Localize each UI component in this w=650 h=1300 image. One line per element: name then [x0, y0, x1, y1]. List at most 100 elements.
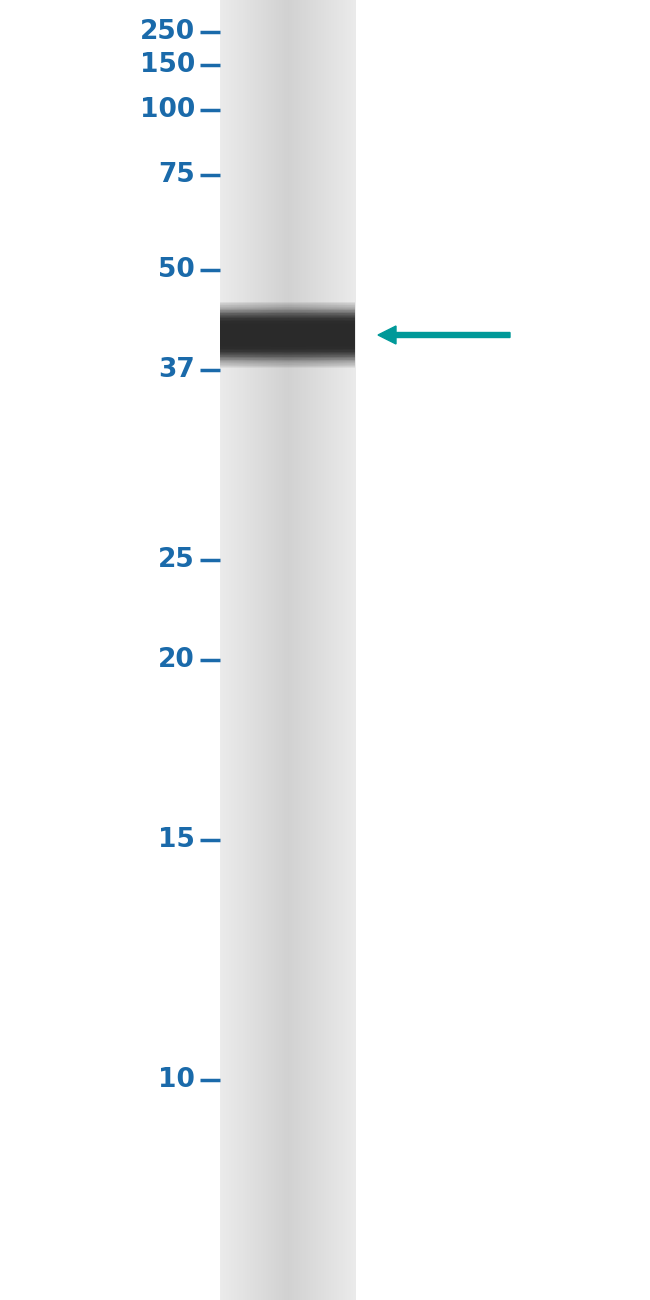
Bar — [220, 356, 355, 359]
Bar — [220, 358, 355, 359]
Bar — [220, 311, 355, 313]
Bar — [220, 355, 355, 356]
Bar — [220, 325, 355, 328]
Bar — [220, 326, 355, 328]
Bar — [220, 321, 355, 322]
Bar — [220, 302, 355, 304]
Bar — [252, 0, 253, 1300]
Bar — [220, 351, 355, 354]
Bar — [220, 351, 355, 352]
Bar — [220, 346, 355, 347]
Bar — [304, 0, 306, 1300]
Bar — [220, 335, 355, 337]
Bar — [220, 339, 355, 342]
Bar — [220, 359, 355, 361]
Bar — [220, 360, 355, 363]
Bar — [261, 0, 263, 1300]
Bar — [220, 333, 355, 335]
Bar — [220, 347, 355, 350]
Bar — [220, 351, 355, 352]
Bar — [254, 0, 255, 1300]
Bar — [220, 307, 355, 309]
Bar — [329, 0, 331, 1300]
Bar — [220, 363, 355, 365]
Bar — [220, 315, 355, 317]
Bar — [220, 306, 355, 308]
Bar — [220, 342, 355, 345]
Bar — [220, 330, 355, 333]
Bar — [220, 318, 355, 321]
Bar — [228, 0, 229, 1300]
Bar — [221, 0, 223, 1300]
Bar — [220, 325, 355, 326]
Bar — [220, 363, 355, 364]
Bar — [282, 0, 283, 1300]
Bar — [220, 343, 355, 346]
Bar — [220, 354, 355, 356]
Bar — [220, 306, 355, 307]
Bar — [220, 359, 355, 360]
Bar — [220, 328, 355, 330]
Bar — [220, 304, 355, 306]
Bar — [220, 332, 355, 334]
Bar — [220, 350, 355, 351]
Bar — [220, 339, 355, 342]
Bar — [220, 318, 355, 321]
Bar — [220, 348, 355, 351]
Bar — [226, 0, 227, 1300]
Bar — [220, 316, 355, 317]
Bar — [220, 317, 355, 320]
Bar — [220, 344, 355, 346]
Bar — [220, 315, 355, 316]
Bar — [220, 303, 355, 306]
Bar — [220, 363, 355, 365]
Bar — [220, 352, 355, 354]
Bar — [220, 313, 355, 316]
Bar — [220, 317, 355, 320]
Bar — [220, 303, 355, 304]
Bar — [220, 348, 355, 350]
Bar — [220, 364, 355, 365]
Bar — [220, 322, 355, 324]
Bar — [263, 0, 265, 1300]
Bar — [337, 0, 339, 1300]
Bar — [220, 361, 355, 363]
Bar — [220, 360, 355, 361]
Bar — [220, 303, 355, 306]
Bar — [220, 332, 355, 334]
Bar — [220, 324, 355, 326]
Bar — [220, 354, 355, 356]
Bar — [220, 364, 355, 367]
Bar — [220, 332, 355, 334]
Text: 15: 15 — [158, 827, 195, 853]
Bar — [220, 344, 355, 347]
Bar — [220, 315, 355, 317]
Bar — [220, 348, 355, 350]
Bar — [220, 339, 355, 341]
Text: 10: 10 — [158, 1067, 195, 1093]
Bar — [220, 338, 355, 341]
Bar — [338, 0, 340, 1300]
Bar — [220, 306, 355, 307]
Bar — [284, 0, 286, 1300]
Bar — [220, 338, 355, 339]
Bar — [255, 0, 257, 1300]
Bar — [220, 312, 355, 313]
Bar — [220, 321, 355, 322]
Bar — [220, 343, 355, 344]
Bar — [294, 0, 296, 1300]
Text: 50: 50 — [158, 257, 195, 283]
Bar — [220, 365, 355, 368]
Bar — [275, 0, 277, 1300]
Bar — [220, 343, 355, 344]
Bar — [220, 356, 355, 358]
Bar — [220, 347, 355, 348]
Bar — [220, 359, 355, 360]
Bar — [220, 328, 355, 330]
Bar — [220, 344, 355, 346]
Bar — [266, 0, 268, 1300]
Bar — [321, 0, 323, 1300]
Bar — [220, 337, 355, 339]
Bar — [240, 0, 242, 1300]
Bar — [220, 320, 355, 322]
